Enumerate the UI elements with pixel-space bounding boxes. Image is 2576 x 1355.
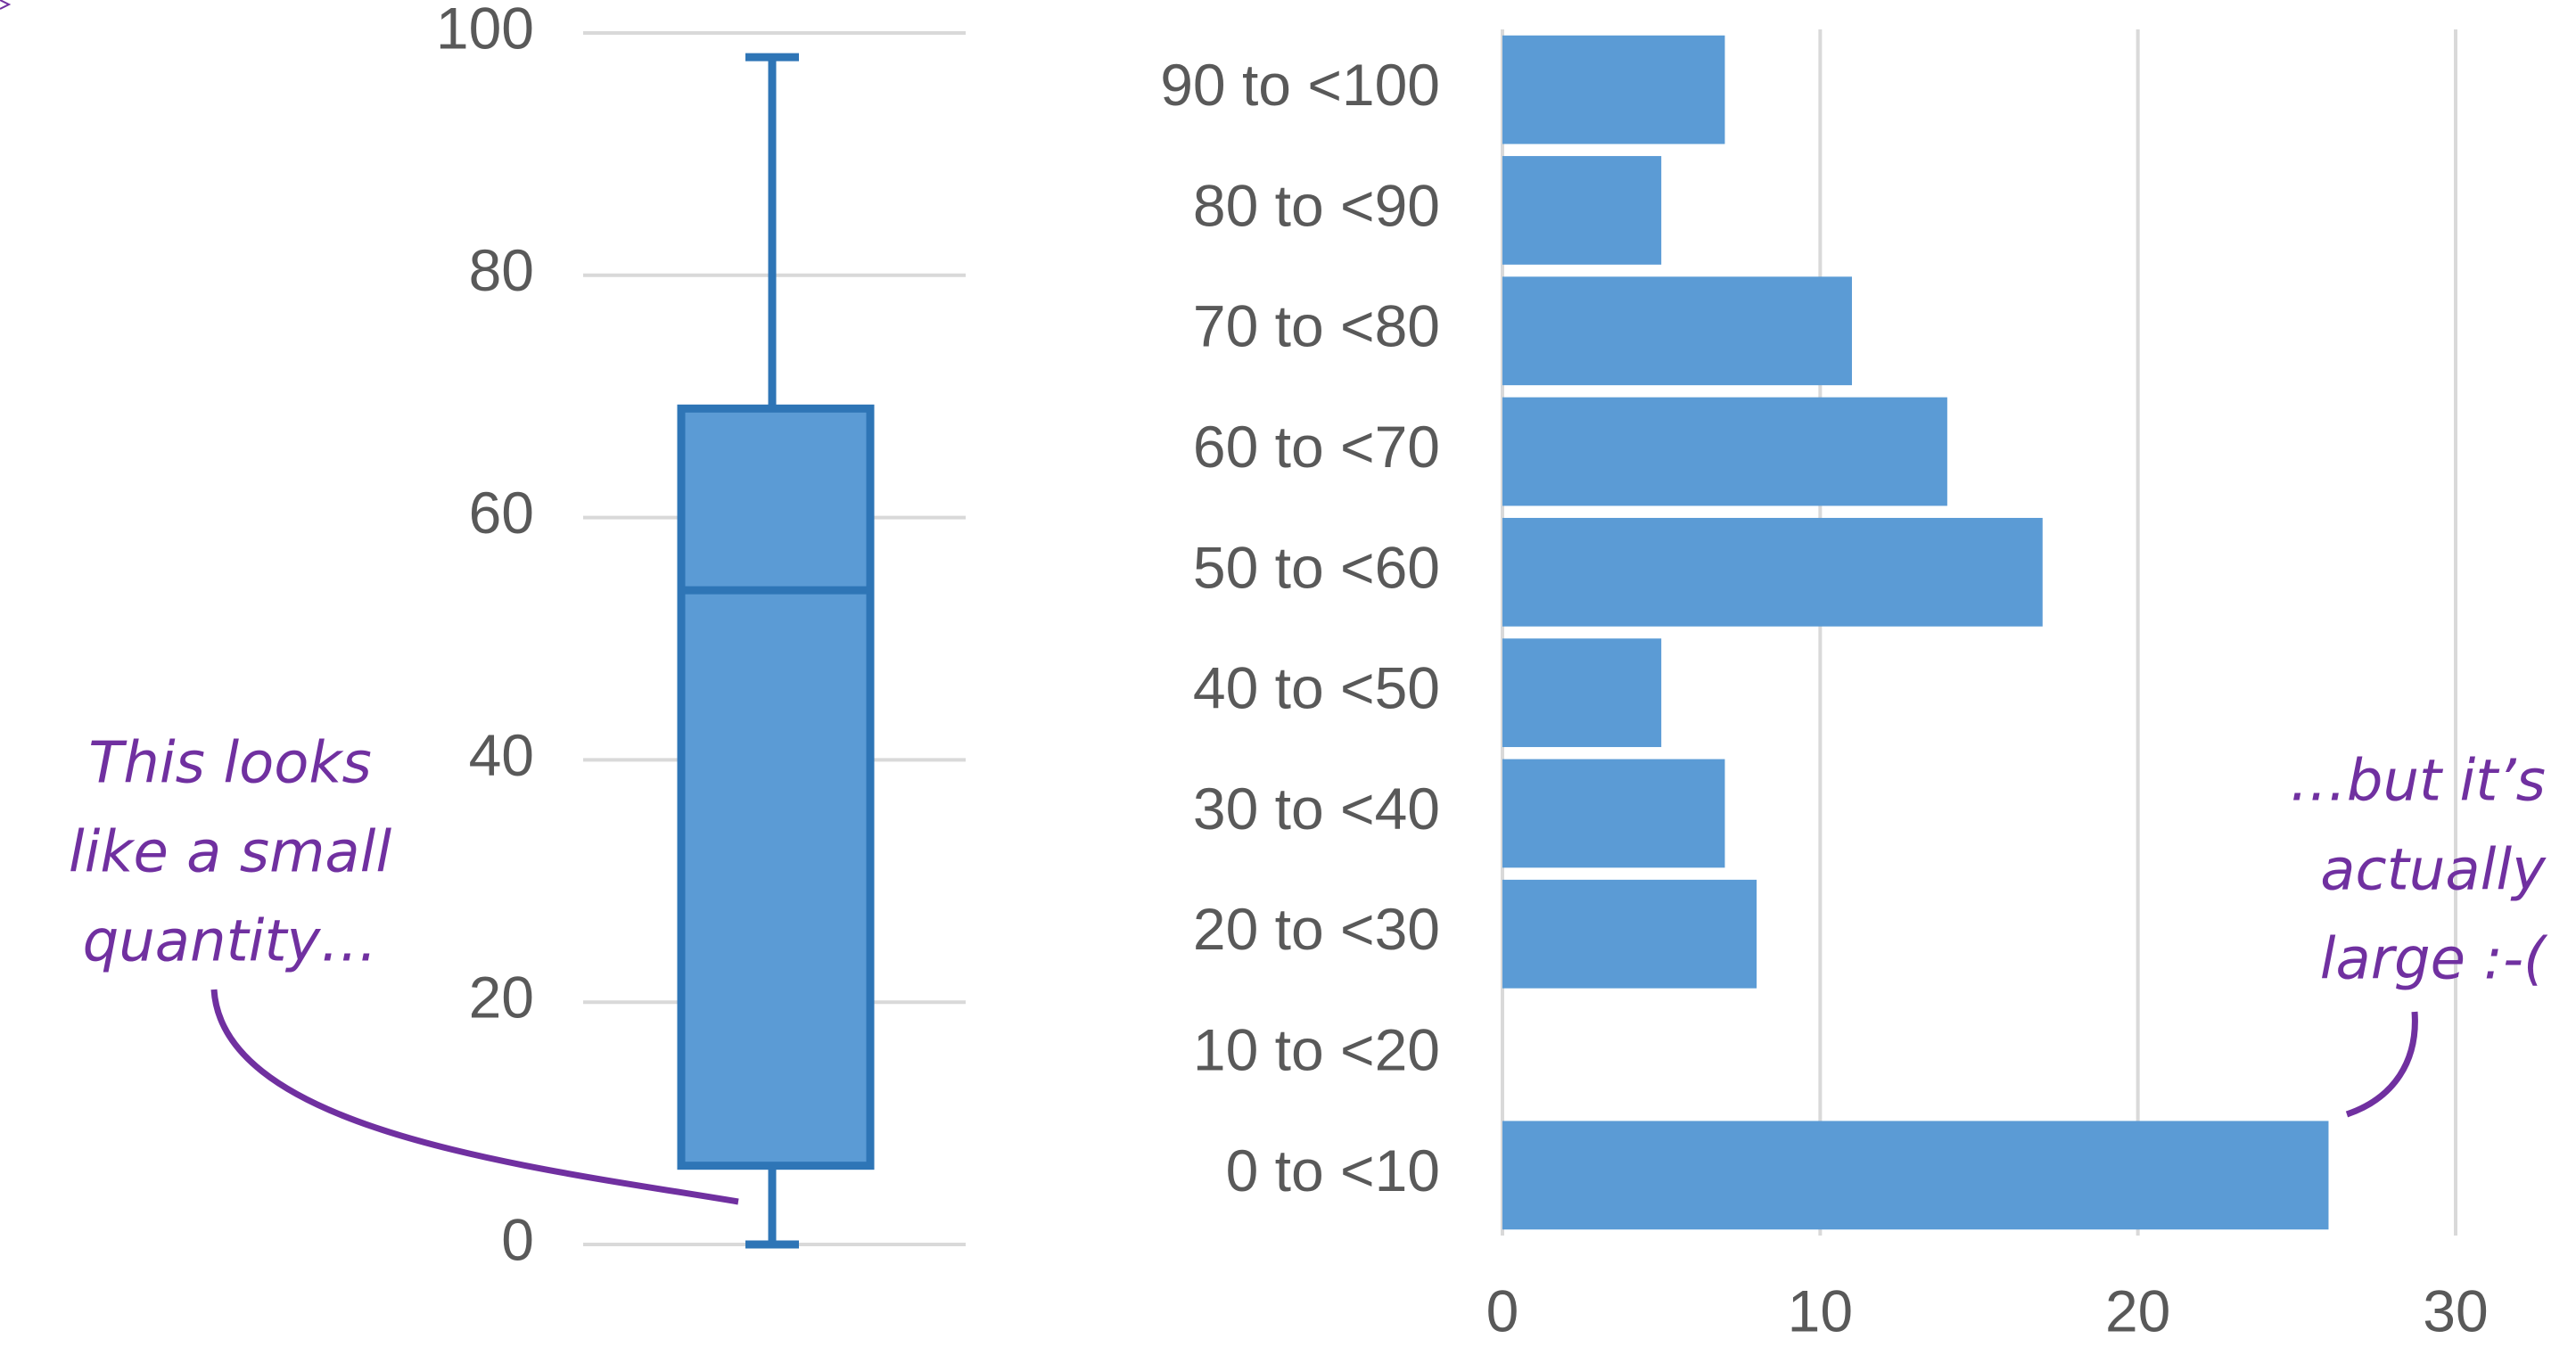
y-tick-label: 20 to <30: [1193, 896, 1440, 962]
y-tick-label: 30 to <40: [1193, 776, 1440, 842]
bar: [1502, 276, 1852, 386]
y-tick-label: 20: [469, 965, 534, 1031]
annotation: large :-(: [2320, 927, 2548, 993]
y-tick-label: 0 to <10: [1226, 1137, 1440, 1203]
annotation-arrow: [2345, 1011, 2418, 1118]
bar: [1502, 638, 1662, 748]
x-tick-label: 10: [1788, 1277, 1853, 1343]
y-tick-label: 80: [469, 237, 534, 303]
y-tick-label: 50 to <60: [1193, 534, 1440, 600]
annotation: like a small: [69, 820, 392, 886]
bar: [1502, 759, 1725, 868]
bar: [1502, 517, 2043, 627]
x-tick-label: 20: [2105, 1277, 2170, 1343]
annotation: This looks: [88, 731, 372, 797]
box: [677, 404, 875, 1170]
y-tick-label: 40: [469, 722, 534, 788]
y-tick-label: 10 to <20: [1193, 1016, 1440, 1082]
annotation: actually: [2320, 838, 2547, 904]
y-tick-label: 60: [469, 480, 534, 546]
x-tick-label: 30: [2423, 1277, 2488, 1343]
annotation-arrow: [210, 989, 739, 1205]
y-tick-label: 90 to <100: [1160, 52, 1440, 118]
y-tick-label: 80 to <90: [1193, 172, 1440, 238]
y-tick-label: 100: [436, 0, 534, 61]
y-tick-label: 0: [501, 1206, 534, 1272]
y-tick-label: 70 to <80: [1193, 293, 1440, 359]
y-tick-label: 40 to <50: [1193, 655, 1440, 721]
y-tick-label: 60 to <70: [1193, 414, 1440, 480]
bar: [1502, 156, 1662, 265]
bar: [1502, 397, 1947, 506]
bar: [1502, 879, 1757, 989]
annotation: quantity…: [83, 909, 378, 975]
bar: [1502, 35, 1725, 144]
bar: [1502, 1121, 2329, 1230]
annotation: …but it’s: [2290, 749, 2546, 815]
x-tick-label: 0: [1486, 1277, 1519, 1343]
